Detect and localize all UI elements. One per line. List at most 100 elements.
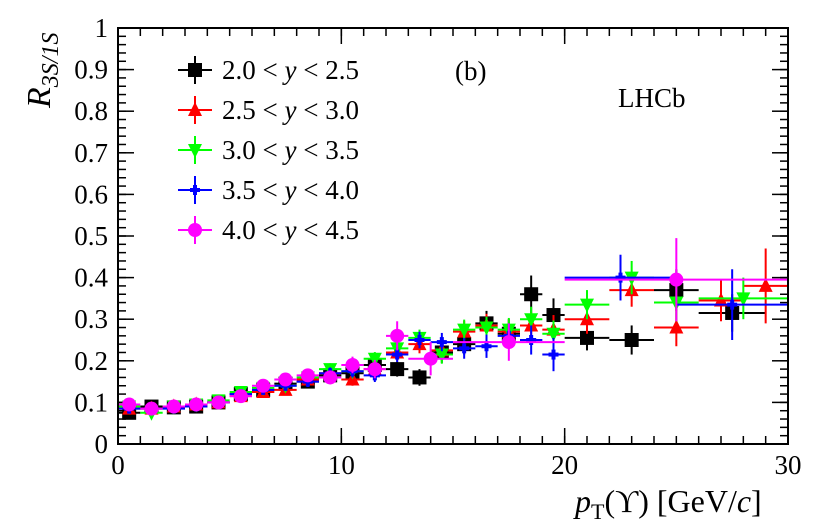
marker [367,362,382,377]
marker [144,401,159,416]
legend-label: 2.0 < y < 2.5 [222,55,359,85]
legend-marker [188,63,202,77]
marker [669,319,684,334]
legend-entry-1: 2.0 < y < 2.5 [178,55,359,85]
data-point [564,254,677,301]
data-point [386,361,409,377]
tick-labels: 00.10.20.30.40.50.60.70.80.910 10 20 30 [74,13,801,480]
marker [233,389,248,404]
data-point [140,401,163,416]
data-point [564,238,788,322]
axis-ticks [117,27,789,445]
legend-marker [190,185,200,195]
data-point [408,331,431,349]
marker [423,351,438,366]
y-tick-label: 0.7 [74,138,108,168]
data-point [698,279,744,322]
legend-label: 3.5 < y < 4.0 [222,175,359,205]
marker [323,370,338,385]
x-tick-label: 20 [551,450,578,480]
legend-entry-3: 3.0 < y < 3.5 [178,135,359,165]
y-tick-label: 0.5 [74,221,108,251]
data-point [185,397,208,412]
data-point [564,290,610,320]
data-point [408,342,453,376]
legend-label: 4.0 < y < 4.5 [222,215,359,245]
data-point [341,356,364,374]
y-axis-label: R3S/1S [21,33,64,109]
marker [278,372,293,387]
marker [457,323,472,338]
x-tick-label: 0 [111,450,125,480]
marker [524,313,539,328]
marker [412,370,427,385]
marker [580,298,594,313]
legend: 2.0 < y < 2.5 2.5 < y < 3.0 3.0 < y < 3.5 3… [178,55,359,245]
legend-marker [188,102,202,116]
data-point [118,397,141,412]
marker [459,343,470,354]
x-tick-label: 30 [775,450,802,480]
marker [526,335,537,345]
data-point [408,369,431,386]
experiment-label: LHCb [618,83,686,113]
y-tick-label: 0.1 [74,387,108,417]
marker [189,397,204,412]
data-point [207,395,230,410]
data-point [363,359,386,379]
plot-frame [117,27,789,445]
data-point [453,337,476,359]
marker [434,348,449,363]
legend-entry-2: 2.5 < y < 3.0 [178,95,359,125]
data-point [296,368,319,383]
data-point [676,269,788,340]
series-2 [118,248,788,415]
marker [736,292,751,307]
series-layer [118,238,788,421]
legend-marker [188,144,202,158]
data-point [698,277,788,320]
x-axis-label: pT(ϒ) [GeV/c] [573,483,762,524]
series-4 [118,254,788,414]
data-point [542,337,565,372]
legend-marker [188,223,202,237]
y-tick-label: 0.9 [74,55,108,85]
y-tick-label: 0.3 [74,304,108,334]
data-point [252,378,275,393]
marker [436,337,447,348]
marker [479,321,494,336]
marker [727,299,738,310]
y-tick-label: 0.4 [74,263,108,293]
marker [758,277,773,292]
y-tick-label: 0.6 [74,179,108,209]
x-tick-label: 10 [328,450,355,480]
data-point [609,325,654,355]
marker [367,352,382,367]
data-point [162,399,185,414]
marker [624,333,639,347]
marker [392,349,403,360]
marker [714,292,728,307]
marker [501,335,516,350]
legend-entry-4: 3.5 < y < 4.0 [178,175,359,205]
legend-label: 3.0 < y < 3.5 [222,135,359,165]
marker [580,330,594,345]
legend-entry-5: 4.0 < y < 4.5 [178,215,359,245]
marker [390,362,405,377]
marker [524,287,539,302]
marker [300,368,315,383]
y-tick-label: 0 [95,429,109,459]
marker [166,399,181,414]
marker [345,357,360,372]
y-tick-label: 1 [95,13,109,43]
data-point [743,248,788,324]
marker [414,335,425,345]
marker [390,328,405,343]
data-point [475,334,498,358]
panel-label: (b) [455,56,486,86]
data-point [453,323,565,361]
data-point [520,325,543,355]
data-point [386,321,409,351]
data-point [229,389,252,404]
